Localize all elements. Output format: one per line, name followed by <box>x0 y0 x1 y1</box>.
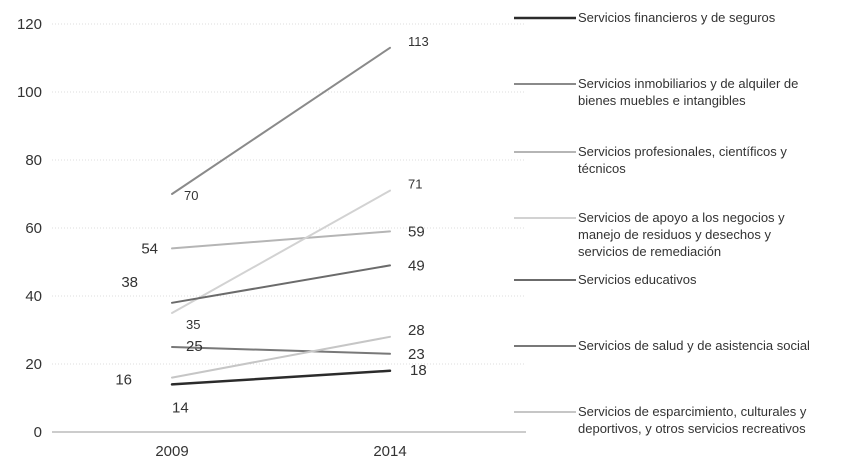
legend-label: Servicios financieros y de seguros <box>578 10 776 25</box>
series-line <box>171 346 391 355</box>
y-tick-label: 120 <box>17 16 42 33</box>
data-label: 14 <box>172 399 189 416</box>
series-line <box>171 230 391 250</box>
data-label: 59 <box>408 223 425 240</box>
series-lines <box>170 46 392 386</box>
data-labels: 14 18 70 113 54 59 35 71 38 49 25 23 16 28 <box>115 34 428 417</box>
y-tick-label: 80 <box>25 152 42 169</box>
series-line <box>171 335 391 379</box>
data-label: 38 <box>121 274 138 291</box>
y-tick-label: 0 <box>34 424 42 441</box>
legend-item: Servicios de salud y de asistencia socia… <box>514 338 810 353</box>
legend-item: Servicios inmobiliarios y de alquiler de… <box>514 76 798 108</box>
y-tick-label: 40 <box>25 288 42 305</box>
legend-label: Servicios profesionales, científicos y té… <box>578 144 787 176</box>
data-label: 25 <box>186 338 203 355</box>
series-line <box>171 264 391 304</box>
x-tick-label: 2009 <box>155 443 188 460</box>
data-label: 28 <box>408 322 425 339</box>
data-label: 113 <box>408 34 429 49</box>
y-tick-label: 60 <box>25 220 42 237</box>
data-label: 18 <box>410 362 427 379</box>
legend-label: Servicios inmobiliarios y de alquiler de… <box>578 76 798 108</box>
x-tick-label: 2014 <box>373 443 406 460</box>
y-tick-label: 20 <box>25 356 42 373</box>
data-label: 16 <box>115 372 132 389</box>
y-tick-label: 100 <box>17 84 42 101</box>
legend-item: Servicios educativos <box>514 272 697 287</box>
y-axis-ticks: 0 20 40 60 80 100 120 <box>17 16 42 441</box>
data-label: 70 <box>184 188 198 203</box>
series-line <box>171 46 391 195</box>
legend-label: Servicios de esparcimiento, culturales y… <box>578 404 807 436</box>
series-line <box>170 369 392 386</box>
data-label: 35 <box>186 317 200 332</box>
x-axis-ticks: 2009 2014 <box>155 443 406 460</box>
data-label: 71 <box>408 177 422 192</box>
legend-item: Servicios financieros y de seguros <box>514 10 776 25</box>
series-line <box>171 189 391 314</box>
legend-label: Servicios de apoyo a los negocios y manej… <box>578 210 785 259</box>
legend-item: Servicios profesionales, científicos y té… <box>514 144 787 176</box>
data-label: 54 <box>141 240 158 257</box>
legend-label: Servicios educativos <box>578 272 697 287</box>
grid <box>52 23 526 433</box>
legend-item: Servicios de esparcimiento, culturales y… <box>514 404 807 436</box>
data-label: 49 <box>408 257 425 274</box>
legend-label: Servicios de salud y de asistencia socia… <box>578 338 810 353</box>
legend-item: Servicios de apoyo a los negocios y manej… <box>514 210 785 259</box>
data-label: 23 <box>408 346 425 363</box>
legend: Servicios financieros y de seguros Servic… <box>514 10 810 436</box>
